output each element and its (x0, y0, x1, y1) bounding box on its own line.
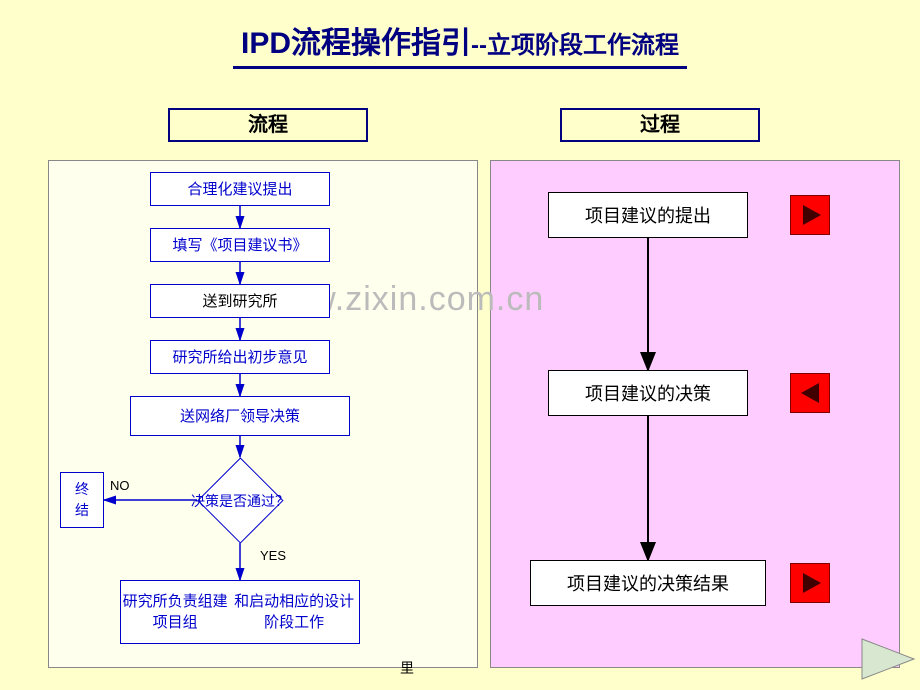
header-left-label: 流程 (248, 114, 288, 136)
process-box-p3: 项目建议的决策结果 (530, 560, 766, 606)
header-right-label: 过程 (640, 114, 680, 136)
nav-button-2[interactable] (790, 563, 830, 603)
flow-box-f5: 送网络厂领导决策 (130, 396, 350, 436)
flow-box-f2: 填写《项目建议书》 (150, 228, 330, 262)
flow-box-f4: 研究所给出初步意见 (150, 340, 330, 374)
decision-label-no: NO (110, 478, 130, 493)
next-slide-button[interactable] (858, 635, 918, 688)
nav-button-1[interactable] (790, 373, 830, 413)
page-title-wrap: IPD流程操作指引--立项阶段工作流程 (0, 0, 920, 69)
decision-label-yes: YES (260, 548, 286, 563)
flow-box-f1: 合理化建议提出 (150, 172, 330, 206)
title-sub: 立项阶段工作流程 (487, 32, 679, 59)
flow-box-f3: 送到研究所 (150, 284, 330, 318)
nav-button-0[interactable] (790, 195, 830, 235)
header-left: 流程 (168, 108, 368, 142)
terminal-box: 终结 (60, 472, 104, 528)
page-title: IPD流程操作指引--立项阶段工作流程 (233, 18, 687, 69)
flow-box-f7: 研究所负责组建项目组和启动相应的设计阶段工作 (120, 580, 360, 644)
header-right: 过程 (560, 108, 760, 142)
footer-snippet: 里 (400, 658, 414, 678)
title-main: IPD流程操作指引 (241, 27, 471, 60)
process-box-p2: 项目建议的决策 (548, 370, 748, 416)
decision-label: 决策是否通过？ (170, 491, 310, 511)
title-sep: -- (471, 32, 487, 59)
process-box-p1: 项目建议的提出 (548, 192, 748, 238)
